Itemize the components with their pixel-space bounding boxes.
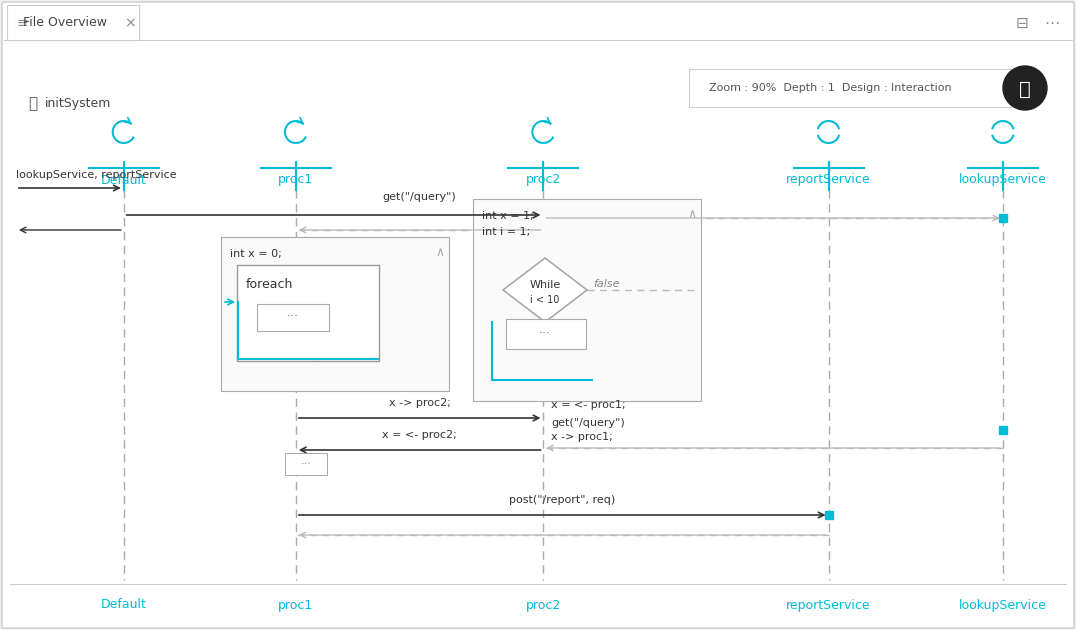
Text: reportService: reportService bbox=[787, 598, 870, 612]
Text: proc2: proc2 bbox=[526, 173, 561, 186]
Text: ⊟: ⊟ bbox=[1016, 16, 1029, 30]
Text: int x = 1;: int x = 1; bbox=[482, 211, 534, 221]
Text: initSystem: initSystem bbox=[45, 98, 112, 110]
Text: ···: ··· bbox=[300, 459, 311, 469]
FancyBboxPatch shape bbox=[237, 265, 379, 361]
FancyBboxPatch shape bbox=[257, 304, 329, 331]
Text: ∧: ∧ bbox=[688, 208, 696, 221]
Text: File Overview: File Overview bbox=[23, 16, 107, 30]
Text: proc2: proc2 bbox=[526, 598, 561, 612]
Text: Zoom : 90%  Depth : 1  Design : Interaction: Zoom : 90% Depth : 1 Design : Interactio… bbox=[709, 83, 951, 93]
Text: While: While bbox=[529, 280, 561, 290]
Text: get("/query"): get("/query") bbox=[383, 192, 456, 202]
Text: Default: Default bbox=[101, 598, 146, 612]
FancyBboxPatch shape bbox=[8, 5, 139, 40]
Text: foreach: foreach bbox=[246, 277, 294, 290]
Text: ×: × bbox=[124, 16, 136, 30]
Text: ∧: ∧ bbox=[436, 246, 444, 259]
Text: ···: ··· bbox=[539, 328, 551, 340]
Text: lookupService: lookupService bbox=[959, 173, 1047, 186]
Text: post("/report", req): post("/report", req) bbox=[509, 495, 615, 505]
Text: proc1: proc1 bbox=[279, 598, 313, 612]
Circle shape bbox=[1003, 66, 1047, 110]
Text: i < 10: i < 10 bbox=[530, 295, 560, 305]
Text: true: true bbox=[520, 327, 543, 337]
Text: 𝑓: 𝑓 bbox=[28, 96, 38, 112]
Text: lookupService: lookupService bbox=[959, 598, 1047, 612]
Text: get("/query"): get("/query") bbox=[551, 418, 625, 428]
FancyBboxPatch shape bbox=[221, 237, 449, 391]
Text: ⌕: ⌕ bbox=[1019, 79, 1031, 98]
FancyBboxPatch shape bbox=[506, 319, 586, 349]
FancyBboxPatch shape bbox=[285, 453, 327, 475]
Text: x -> proc2;: x -> proc2; bbox=[388, 398, 451, 408]
Text: int i = 1;: int i = 1; bbox=[482, 227, 530, 237]
Text: proc1: proc1 bbox=[279, 173, 313, 186]
Text: ≡: ≡ bbox=[16, 16, 28, 30]
Text: x = <- proc2;: x = <- proc2; bbox=[382, 430, 457, 440]
Polygon shape bbox=[502, 258, 587, 322]
Text: false: false bbox=[593, 279, 620, 289]
Text: ⋯: ⋯ bbox=[1045, 16, 1060, 30]
Text: reportService: reportService bbox=[787, 173, 870, 186]
FancyBboxPatch shape bbox=[689, 69, 1011, 107]
Text: int x = 0;: int x = 0; bbox=[230, 249, 282, 259]
Text: lookupService, reportService: lookupService, reportService bbox=[16, 170, 176, 180]
Text: ···: ··· bbox=[287, 311, 299, 323]
Text: x = <- proc1;: x = <- proc1; bbox=[551, 400, 626, 410]
FancyBboxPatch shape bbox=[473, 199, 700, 401]
Text: Default: Default bbox=[101, 173, 146, 186]
Text: x -> proc1;: x -> proc1; bbox=[551, 432, 613, 442]
